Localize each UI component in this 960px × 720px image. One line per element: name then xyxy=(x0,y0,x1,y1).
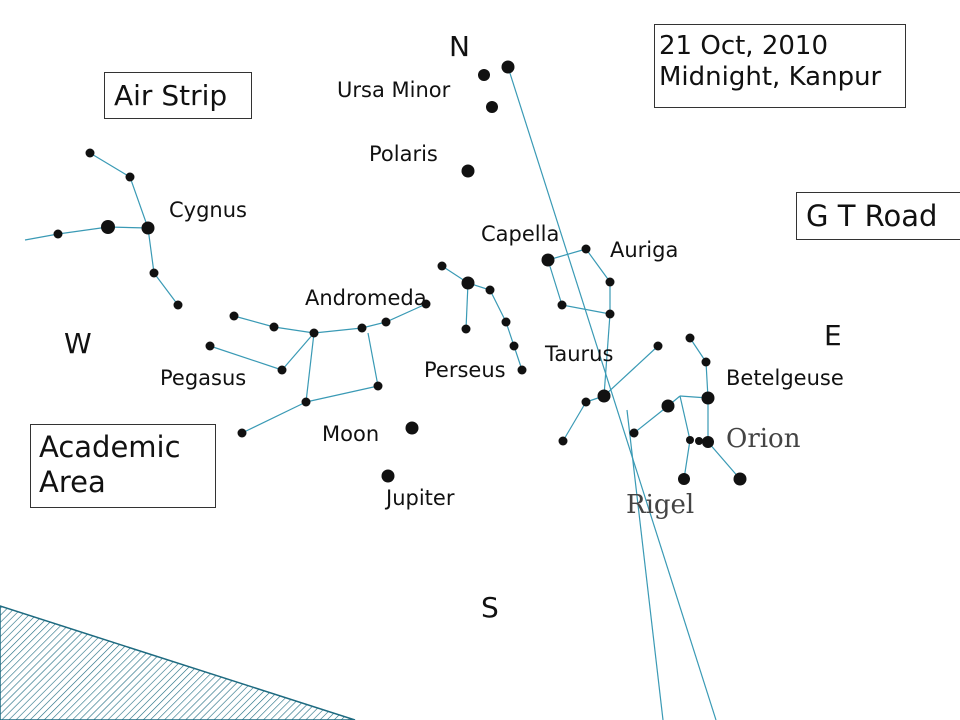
star xyxy=(501,60,515,74)
star-rigel xyxy=(678,473,690,485)
star xyxy=(485,285,495,295)
star xyxy=(557,300,567,310)
star xyxy=(421,299,431,309)
star xyxy=(277,365,287,375)
star xyxy=(125,172,135,182)
star xyxy=(101,220,115,234)
pointer-lines xyxy=(507,66,717,720)
star xyxy=(437,261,447,271)
air-strip-box: Air Strip xyxy=(104,72,252,119)
star xyxy=(685,333,695,343)
star xyxy=(661,399,675,413)
label-orion: Orion xyxy=(726,424,801,454)
label-capella: Capella xyxy=(481,222,560,246)
star-capella xyxy=(541,253,555,267)
compass-east: E xyxy=(824,319,842,352)
orion-lines xyxy=(689,337,741,480)
label-auriga: Auriga xyxy=(610,238,679,262)
pointer-line-orion xyxy=(626,409,664,720)
star-polaris xyxy=(461,164,475,178)
star xyxy=(229,311,239,321)
star xyxy=(581,397,591,407)
star xyxy=(605,309,615,319)
label-polaris: Polaris xyxy=(369,142,438,166)
star xyxy=(686,436,694,444)
gt-road-box: G T Road xyxy=(796,192,960,240)
pointer-line-polaris xyxy=(507,66,717,720)
star xyxy=(701,357,711,367)
compass-north: N xyxy=(449,30,470,63)
academic-area-line2: Area xyxy=(39,464,106,499)
star xyxy=(558,436,568,446)
star xyxy=(517,365,527,375)
star xyxy=(653,341,663,351)
jupiter-dot xyxy=(381,469,395,483)
ground-hatch xyxy=(0,605,356,720)
star xyxy=(501,317,511,327)
star xyxy=(733,472,747,486)
label-pegasus: Pegasus xyxy=(160,366,247,390)
gt-road-label: G T Road xyxy=(806,199,938,233)
academic-area-box: Academic Area xyxy=(30,424,216,508)
star xyxy=(373,381,383,391)
label-ursa-minor: Ursa Minor xyxy=(337,78,451,102)
moon-dot xyxy=(405,421,419,435)
stars xyxy=(53,60,747,486)
star xyxy=(149,268,159,278)
star xyxy=(461,324,471,334)
label-taurus: Taurus xyxy=(545,342,614,366)
info-date: 21 Oct, 2010 xyxy=(659,31,828,61)
compass-south: S xyxy=(481,591,499,624)
label-andromeda: Andromeda xyxy=(305,286,427,310)
star xyxy=(695,437,703,445)
star xyxy=(605,277,615,287)
info-box: 21 Oct, 2010 Midnight, Kanpur xyxy=(654,24,906,108)
cygnus-wing xyxy=(24,226,149,241)
info-time-place: Midnight, Kanpur xyxy=(659,62,882,93)
perseus-lines xyxy=(441,265,523,371)
star xyxy=(486,101,498,113)
label-jupiter: Jupiter xyxy=(386,486,455,510)
star xyxy=(509,341,519,351)
star xyxy=(381,317,391,327)
label-betelgeuse: Betelgeuse xyxy=(726,366,844,390)
star xyxy=(309,328,319,338)
auriga-lines xyxy=(547,248,611,315)
star xyxy=(357,323,367,333)
star xyxy=(597,389,611,403)
star xyxy=(478,69,490,81)
star xyxy=(461,276,475,290)
star xyxy=(581,244,591,254)
label-rigel: Rigel xyxy=(626,490,695,520)
star xyxy=(301,397,311,407)
star xyxy=(205,341,215,351)
star xyxy=(702,436,714,448)
star xyxy=(269,322,279,332)
star xyxy=(85,148,95,158)
andromeda-lines xyxy=(233,303,427,334)
air-strip-label: Air Strip xyxy=(114,79,228,112)
star xyxy=(141,221,155,235)
label-cygnus: Cygnus xyxy=(169,198,247,222)
star xyxy=(173,300,183,310)
star-betelgeuse xyxy=(701,391,715,405)
star xyxy=(237,428,247,438)
label-perseus: Perseus xyxy=(424,358,506,382)
label-moon: Moon xyxy=(322,422,380,446)
academic-area-line1: Academic xyxy=(39,430,181,464)
compass-west: W xyxy=(64,327,92,360)
star xyxy=(629,428,639,438)
star xyxy=(53,229,63,239)
